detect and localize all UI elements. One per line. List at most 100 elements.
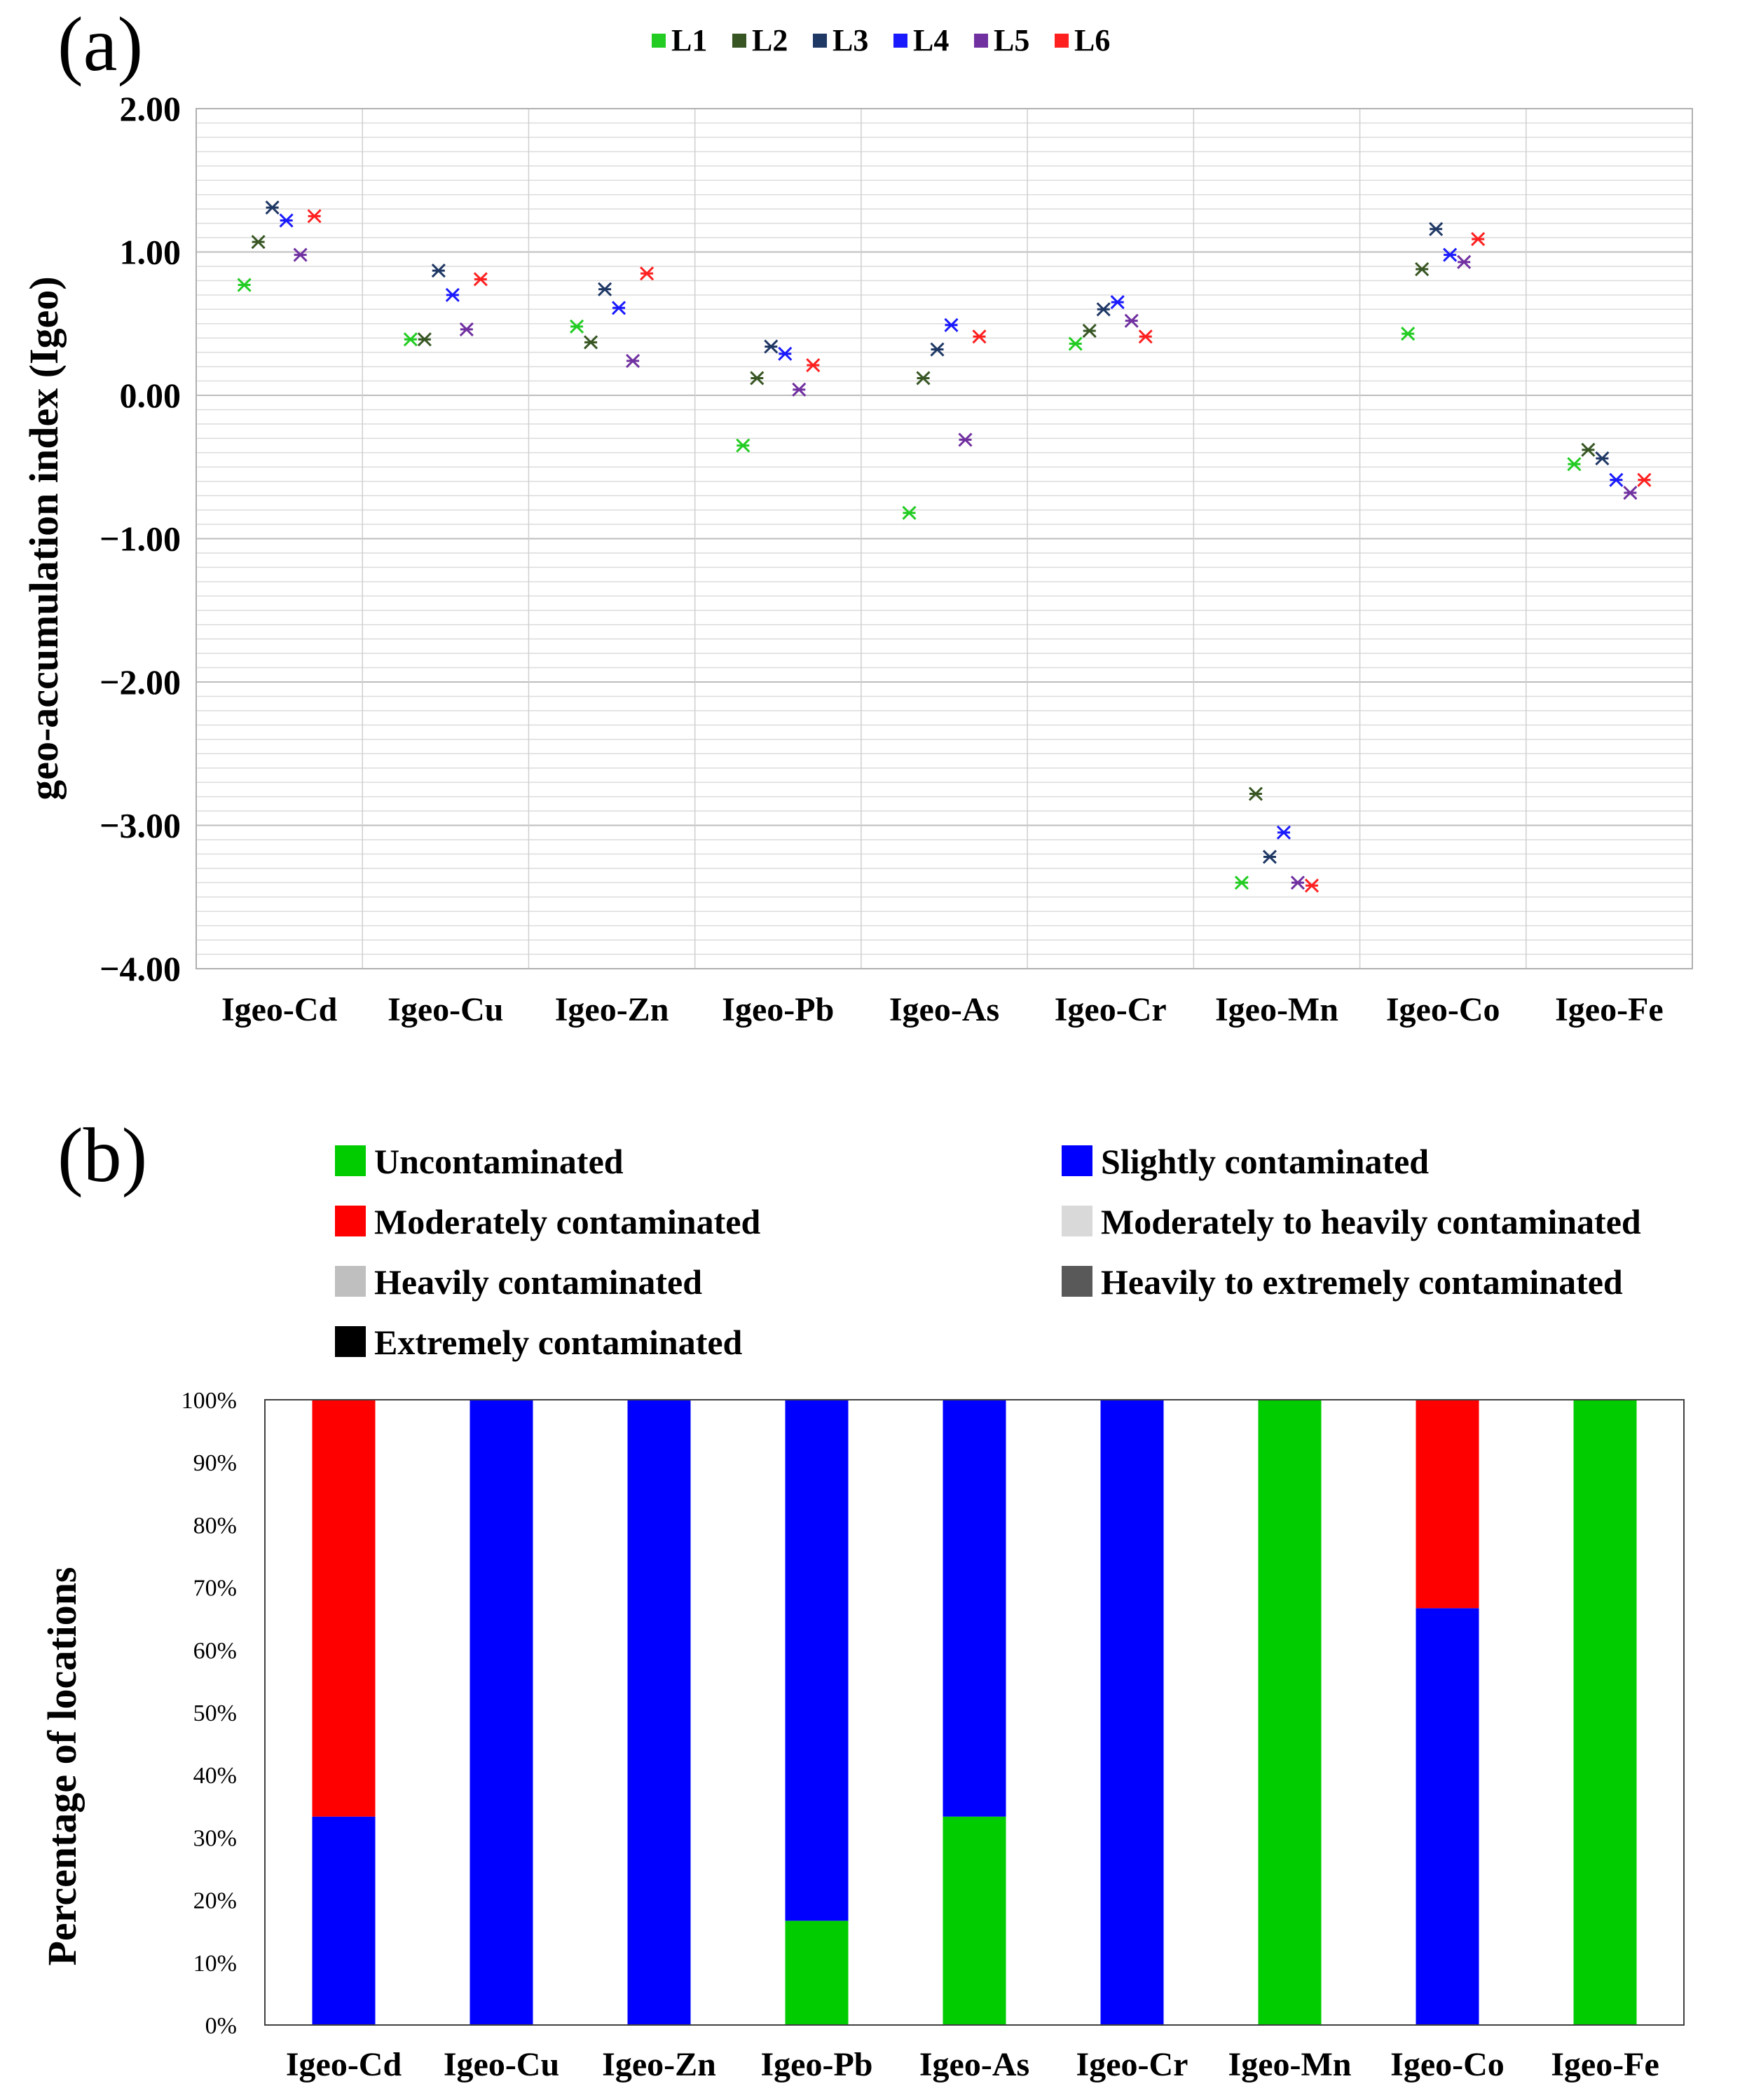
- point-l3-igeo-mn: [1262, 850, 1277, 864]
- legend-label: Uncontaminated: [374, 1142, 624, 1181]
- x-tick-label-igeo-cu: Igeo-Cu: [388, 991, 503, 1028]
- legend-swatch: [335, 1266, 366, 1297]
- y-tick-label: 80%: [193, 1513, 237, 1539]
- y-tick-label: 70%: [193, 1576, 237, 1602]
- legend-label: Extremely contaminated: [374, 1323, 743, 1362]
- bar-igeo-co-slightly-contaminated: [1416, 1608, 1479, 2025]
- legend-label: L1: [671, 23, 707, 57]
- point-l1-igeo-fe: [1567, 457, 1582, 472]
- panel-b-label: (b): [57, 1112, 147, 1198]
- y-tick-label: 0%: [205, 2013, 237, 2039]
- legend-item-heavily-to-extremely-contaminated: Heavily to extremely contaminated: [1062, 1262, 1623, 1302]
- legend-swatch: [652, 34, 666, 48]
- legend-item-l2: L2: [732, 23, 788, 57]
- point-l3-igeo-as: [930, 342, 945, 357]
- bar-igeo-cr-slightly-contaminated: [1100, 1400, 1164, 2025]
- point-l2-igeo-as: [916, 371, 931, 386]
- legend-item-heavily-contaminated: Heavily contaminated: [335, 1262, 702, 1302]
- chart-b-plot-area: [264, 1399, 1685, 2026]
- legend-swatch: [1062, 1266, 1092, 1297]
- point-l2-igeo-mn: [1248, 786, 1263, 801]
- y-tick-label: 1.00: [120, 233, 181, 272]
- legend-swatch: [893, 34, 907, 48]
- x-tick-label-igeo-cd: Igeo-Cd: [286, 2046, 402, 2083]
- point-l6-igeo-cd: [307, 209, 322, 224]
- point-l6-igeo-co: [1471, 232, 1486, 247]
- chart-a-x-ticks: Igeo-Cd Igeo-Cu Igeo-Zn Igeo-Pb Igeo-As Igeo-…: [221, 991, 1664, 1028]
- x-tick-label-igeo-pb: Igeo-Pb: [722, 991, 834, 1028]
- x-tick-label-igeo-cr: Igeo-Cr: [1055, 991, 1167, 1028]
- legend-swatch: [335, 1326, 366, 1357]
- point-l1-igeo-cu: [403, 332, 418, 347]
- legend-item-l4: L4: [893, 23, 949, 57]
- y-tick-label: 0.00: [120, 376, 181, 415]
- legend-label: L3: [832, 23, 868, 57]
- bar-igeo-fe-uncontaminated: [1573, 1400, 1637, 2025]
- point-l2-igeo-pb: [750, 371, 765, 386]
- chart-a-y-axis-title: geo-accumulation index (Igeo): [21, 276, 67, 800]
- point-l5-igeo-cd: [293, 247, 308, 262]
- bar-igeo-pb-uncontaminated: [785, 1921, 849, 2025]
- x-tick-label-igeo-fe: Igeo-Fe: [1555, 991, 1664, 1028]
- x-tick-label-igeo-mn: Igeo-Mn: [1228, 2046, 1352, 2083]
- x-tick-label-igeo-co: Igeo-Co: [1390, 2046, 1505, 2083]
- legend-item-l5: L5: [974, 23, 1029, 57]
- legend-item-extremely-contaminated: Extremely contaminated: [335, 1323, 743, 1362]
- point-l4-igeo-cu: [445, 287, 460, 302]
- legend-item-moderately-to-heavily-contaminated: Moderately to heavily contaminated: [1062, 1202, 1641, 1241]
- x-tick-label-igeo-zn: Igeo-Zn: [555, 991, 669, 1028]
- point-l1-igeo-co: [1401, 327, 1416, 341]
- point-l5-igeo-co: [1457, 254, 1472, 269]
- point-l1-igeo-as: [902, 505, 917, 520]
- point-l2-igeo-cd: [251, 235, 266, 250]
- point-l6-igeo-fe: [1637, 472, 1652, 487]
- legend-swatch: [1055, 34, 1069, 48]
- point-l1-igeo-zn: [569, 319, 584, 334]
- chart-b-y-ticks: 0% 10% 20% 30% 40% 50% 60% 70% 80% 90% 100%: [181, 1388, 237, 2039]
- point-l5-igeo-mn: [1290, 875, 1306, 890]
- chart-a-points: [237, 200, 1652, 893]
- chart-b-bars: [312, 1400, 1637, 2025]
- x-tick-label-igeo-cd: Igeo-Cd: [221, 991, 338, 1028]
- y-tick-label: 40%: [193, 1763, 237, 1789]
- y-tick-label: −1.00: [100, 519, 181, 559]
- point-l4-igeo-cd: [279, 213, 294, 228]
- legend-label: Heavily contaminated: [374, 1262, 702, 1302]
- y-tick-label: 30%: [193, 1825, 237, 1851]
- legend-swatch: [1062, 1145, 1092, 1176]
- point-l3-igeo-cd: [265, 200, 280, 215]
- x-tick-label-igeo-as: Igeo-As: [919, 2046, 1029, 2083]
- x-tick-label-igeo-cu: Igeo-Cu: [444, 2046, 559, 2083]
- legend-label: L2: [752, 23, 788, 57]
- point-l3-igeo-co: [1429, 221, 1444, 236]
- x-tick-label-igeo-cr: Igeo-Cr: [1076, 2046, 1188, 2083]
- y-tick-label: 60%: [193, 1638, 237, 1664]
- point-l4-igeo-zn: [611, 301, 626, 315]
- point-l2-igeo-cr: [1082, 323, 1097, 339]
- point-l1-igeo-pb: [736, 438, 751, 453]
- chart-a-gridlines: [196, 108, 1692, 969]
- point-l5-igeo-cu: [459, 322, 474, 336]
- point-l1-igeo-cr: [1068, 336, 1083, 351]
- point-l1-igeo-cd: [237, 278, 252, 292]
- legend-swatch: [732, 34, 746, 48]
- point-l4-igeo-cr: [1110, 295, 1125, 310]
- x-tick-label-igeo-mn: Igeo-Mn: [1215, 991, 1338, 1028]
- point-l2-igeo-co: [1415, 261, 1430, 277]
- bar-igeo-cd-slightly-contaminated: [312, 1816, 376, 2025]
- x-tick-label-igeo-zn: Igeo-Zn: [602, 2046, 716, 2083]
- point-l3-igeo-zn: [597, 282, 612, 296]
- y-tick-label: 20%: [193, 1888, 237, 1914]
- point-l6-igeo-cr: [1138, 329, 1153, 344]
- y-tick-label: 2.00: [120, 89, 181, 128]
- point-l5-igeo-fe: [1623, 485, 1638, 500]
- legend-item-uncontaminated: Uncontaminated: [335, 1142, 624, 1181]
- point-l5-igeo-zn: [625, 353, 640, 368]
- point-l6-igeo-mn: [1304, 878, 1320, 893]
- point-l4-igeo-fe: [1609, 472, 1624, 487]
- chart-b-y-axis-title: Percentage of locations: [39, 1567, 85, 1965]
- legend-item-l3: L3: [813, 23, 868, 57]
- point-l4-igeo-mn: [1276, 825, 1291, 840]
- point-l2-igeo-zn: [583, 335, 598, 350]
- legend-swatch: [335, 1206, 366, 1236]
